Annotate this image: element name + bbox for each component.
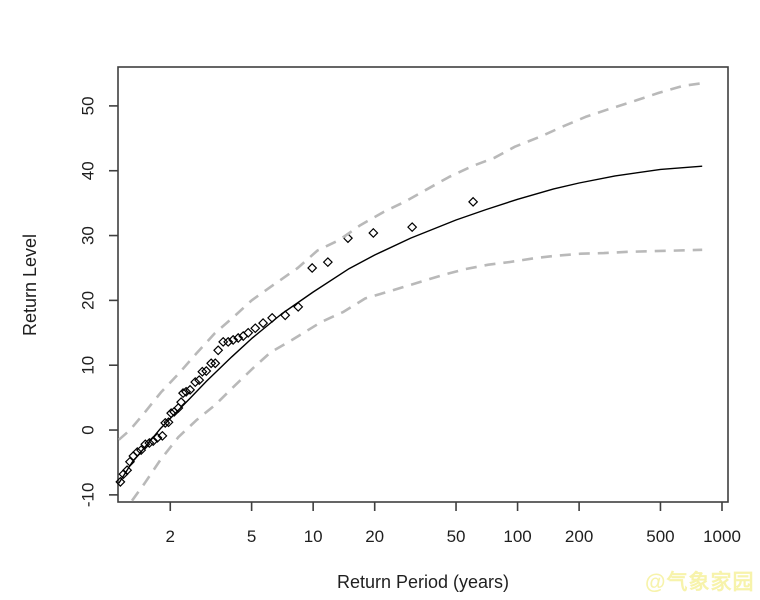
data-point-diamond: [258, 318, 269, 329]
data-point-diamond: [228, 334, 239, 345]
data-point-diamond: [407, 222, 418, 233]
data-point-diamond: [368, 227, 379, 239]
y-tick-label: 10: [79, 356, 98, 375]
y-tick-label: 0: [79, 425, 98, 434]
data-point-diamond: [201, 365, 212, 377]
x-tick-label: 5: [247, 527, 256, 546]
data-point-diamond: [293, 301, 304, 312]
data-point-diamond: [122, 465, 133, 476]
data-point-diamond: [190, 377, 201, 388]
data-point-diamond: [210, 358, 221, 369]
data-point-diamond: [197, 366, 208, 377]
data-point-diamond: [206, 358, 217, 369]
data-point-diamond: [250, 323, 261, 334]
plot-border: [117, 66, 729, 503]
fitted-return-level-curve: [118, 165, 703, 484]
y-tick-label: 40: [79, 161, 98, 180]
x-axis-title: Return Period (years): [336, 572, 510, 592]
data-point-diamond: [144, 437, 155, 449]
x-tick-label: 50: [447, 527, 466, 546]
y-tick-label: 30: [79, 226, 98, 245]
data-point-diamond: [307, 262, 318, 274]
data-point-diamond: [181, 386, 192, 397]
y-tick-label: -10: [79, 483, 98, 508]
data-point-diamond: [322, 257, 333, 268]
data-point-diamond: [468, 196, 479, 207]
x-tick-label: 10: [304, 527, 323, 546]
data-point-diamond: [280, 310, 291, 321]
data-point-diamond: [163, 417, 174, 428]
data-point-diamond: [115, 476, 126, 487]
y-tick-label: 20: [79, 291, 98, 310]
y-axis-title: Return Level: [20, 233, 40, 337]
x-tick-label: 20: [365, 527, 384, 546]
data-point-diamond: [178, 388, 189, 399]
x-tick-label: 500: [646, 527, 674, 546]
watermark: @气象家园: [645, 571, 755, 594]
x-tick-label: 2: [166, 527, 175, 546]
data-point-diamond: [243, 327, 254, 338]
data-point-diamond: [194, 375, 205, 386]
lower-confidence-band: [130, 248, 703, 502]
data-point-diamond: [213, 345, 224, 356]
x-tick-label: 200: [565, 527, 593, 546]
upper-confidence-band: [117, 81, 703, 441]
data-point-diamond: [157, 430, 168, 441]
data-point-diamond: [233, 332, 244, 344]
data-point-diamond: [185, 384, 196, 395]
data-point-diamond: [176, 397, 187, 408]
x-tick-label: 100: [503, 527, 531, 546]
x-tick-label: 1000: [703, 527, 741, 546]
y-tick-label: 50: [79, 96, 98, 115]
data-point-diamond: [223, 336, 234, 347]
